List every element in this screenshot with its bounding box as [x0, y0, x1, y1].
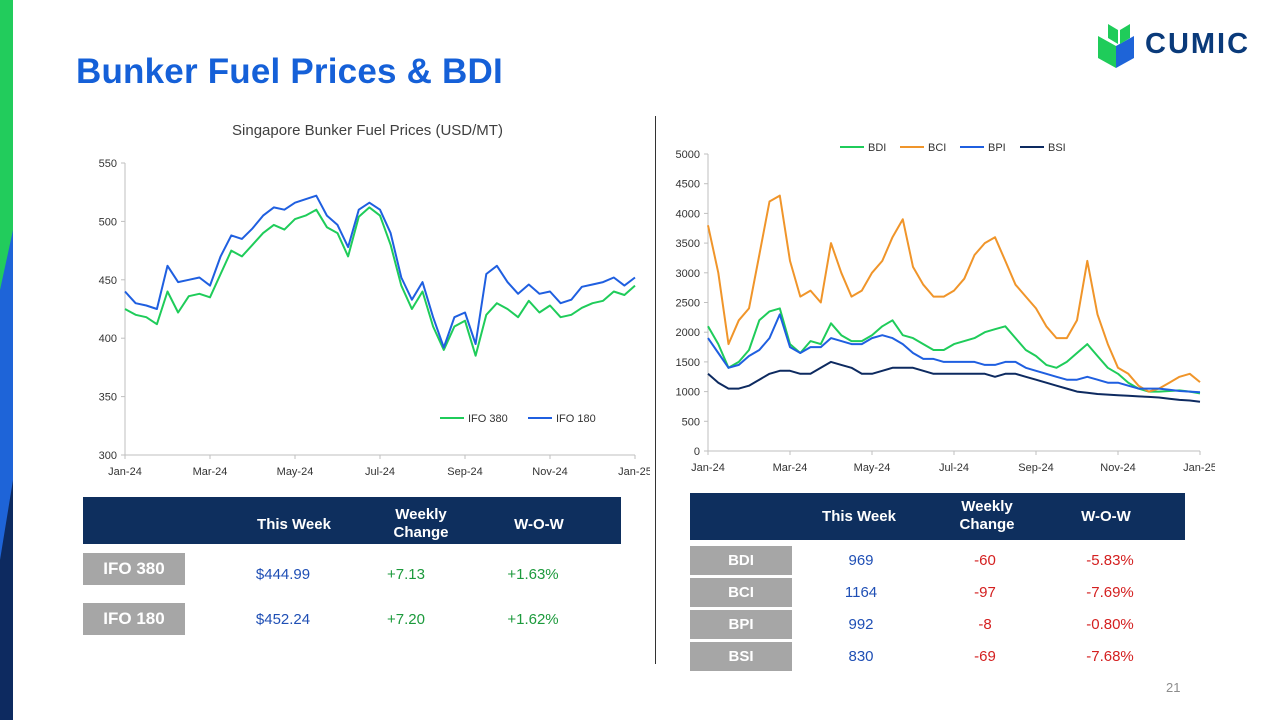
fuel-row-label: IFO 180: [83, 603, 185, 635]
bdi-this-week: 969: [848, 552, 874, 569]
logo-text: CUMIC: [1145, 28, 1251, 60]
bdi-header-weekly-change: Weekly Change: [959, 498, 1015, 533]
bdi-weekly-change: -60: [974, 552, 996, 569]
series-line-bsi: [707, 360, 1201, 403]
cumic-logo: [1098, 24, 1134, 68]
bdi-weekly-change: -8: [978, 616, 992, 633]
x-tick-label: Jan-25: [618, 466, 650, 478]
baltic-index-chart: 0 500 1000 1500 2000 2500 3000 3500 4000 4500 5000…: [676, 142, 1215, 474]
y-tick-label: 300: [99, 450, 117, 462]
page-title: Bunker Fuel Prices & BDI: [76, 52, 503, 91]
bdi-row-label: BSI: [690, 642, 792, 671]
bdi-this-week: 1164: [844, 584, 878, 601]
legend-label: IFO 380: [468, 413, 508, 425]
x-tick-label: May-24: [277, 466, 314, 478]
series-line-bci: [707, 194, 1201, 393]
fuel-this-week: $444.99: [255, 566, 311, 583]
fuel-weekly-change: +7.13: [387, 566, 425, 583]
legend-label: BCI: [928, 142, 946, 154]
fuel-this-week: $452.24: [255, 611, 311, 628]
fuel-wow: +1.62%: [507, 611, 559, 628]
fuel-table-header: This Week Weekly Change W-O-W: [83, 497, 621, 544]
legend-label: BSI: [1048, 142, 1066, 154]
y-tick-label: 500: [99, 216, 117, 228]
page-number: 21: [1166, 680, 1181, 695]
fuel-header-this-week: This Week: [257, 516, 331, 533]
y-tick-label: 400: [99, 333, 117, 345]
x-tick-label: Jul-24: [365, 466, 395, 478]
bdi-table-header: This Week Weekly Change W-O-W: [690, 493, 1185, 540]
chart-title-bunker: Singapore Bunker Fuel Prices (USD/MT): [232, 122, 503, 139]
bdi-wow: -5.83%: [1086, 552, 1134, 569]
y-tick-label: 450: [99, 275, 117, 287]
x-tick-label: Mar-24: [193, 466, 228, 478]
x-tick-label: Sep-24: [447, 466, 482, 478]
bdi-header-wow: W-O-W: [1081, 508, 1131, 525]
x-tick-label: Sep-24: [1018, 462, 1053, 474]
bdi-row-label: BCI: [690, 578, 792, 607]
x-tick-label: Jan-24: [108, 466, 142, 478]
series-line-ifo-380: [124, 206, 636, 357]
y-tick-label: 5000: [676, 149, 700, 161]
y-tick-label: 4000: [676, 208, 700, 220]
fuel-row-label: IFO 380: [83, 553, 185, 585]
fuel-header-weekly-change: Weekly Change: [393, 506, 449, 541]
x-tick-label: Jul-24: [939, 462, 969, 474]
y-tick-label: 2500: [676, 298, 700, 310]
legend-label: BDI: [868, 142, 886, 154]
x-tick-label: Nov-24: [1100, 462, 1135, 474]
fuel-weekly-change: +7.20: [387, 611, 425, 628]
bdi-row-label: BDI: [690, 546, 792, 575]
bdi-wow: -7.69%: [1086, 584, 1134, 601]
bdi-this-week: 830: [848, 648, 874, 665]
series-line-bpi: [707, 313, 1201, 394]
y-tick-label: 0: [694, 446, 700, 458]
series-line-ifo-180: [124, 194, 636, 349]
bdi-weekly-change: -69: [974, 648, 996, 665]
section-divider: [655, 116, 656, 664]
legend-label: BPI: [988, 142, 1006, 154]
x-tick-label: Jan-25: [1183, 462, 1215, 474]
bdi-row-label: BPI: [690, 610, 792, 639]
left-edge-decoration: [0, 0, 13, 720]
x-tick-label: Mar-24: [773, 462, 808, 474]
bunker-price-chart: 300 350 400 450 500 550 Jan-24 Mar-24 May-24 Jul-…: [99, 158, 650, 478]
y-tick-label: 1500: [676, 357, 700, 369]
y-tick-label: 350: [99, 392, 117, 404]
bdi-header-this-week: This Week: [822, 508, 896, 525]
x-tick-label: Nov-24: [532, 466, 567, 478]
bdi-wow: -0.80%: [1086, 616, 1134, 633]
bdi-this-week: 992: [848, 616, 874, 633]
y-tick-label: 500: [682, 416, 700, 428]
fuel-wow: +1.63%: [507, 566, 559, 583]
y-tick-label: 550: [99, 158, 117, 170]
y-tick-label: 3500: [676, 238, 700, 250]
bdi-weekly-change: -97: [974, 584, 996, 601]
y-tick-label: 2000: [676, 327, 700, 339]
y-tick-label: 4500: [676, 179, 700, 191]
legend-label: IFO 180: [556, 413, 596, 425]
bdi-wow: -7.68%: [1086, 648, 1134, 665]
y-tick-label: 3000: [676, 268, 700, 280]
y-tick-label: 1000: [676, 387, 700, 399]
x-tick-label: May-24: [854, 462, 891, 474]
fuel-header-wow: W-O-W: [514, 516, 564, 533]
x-tick-label: Jan-24: [691, 462, 725, 474]
